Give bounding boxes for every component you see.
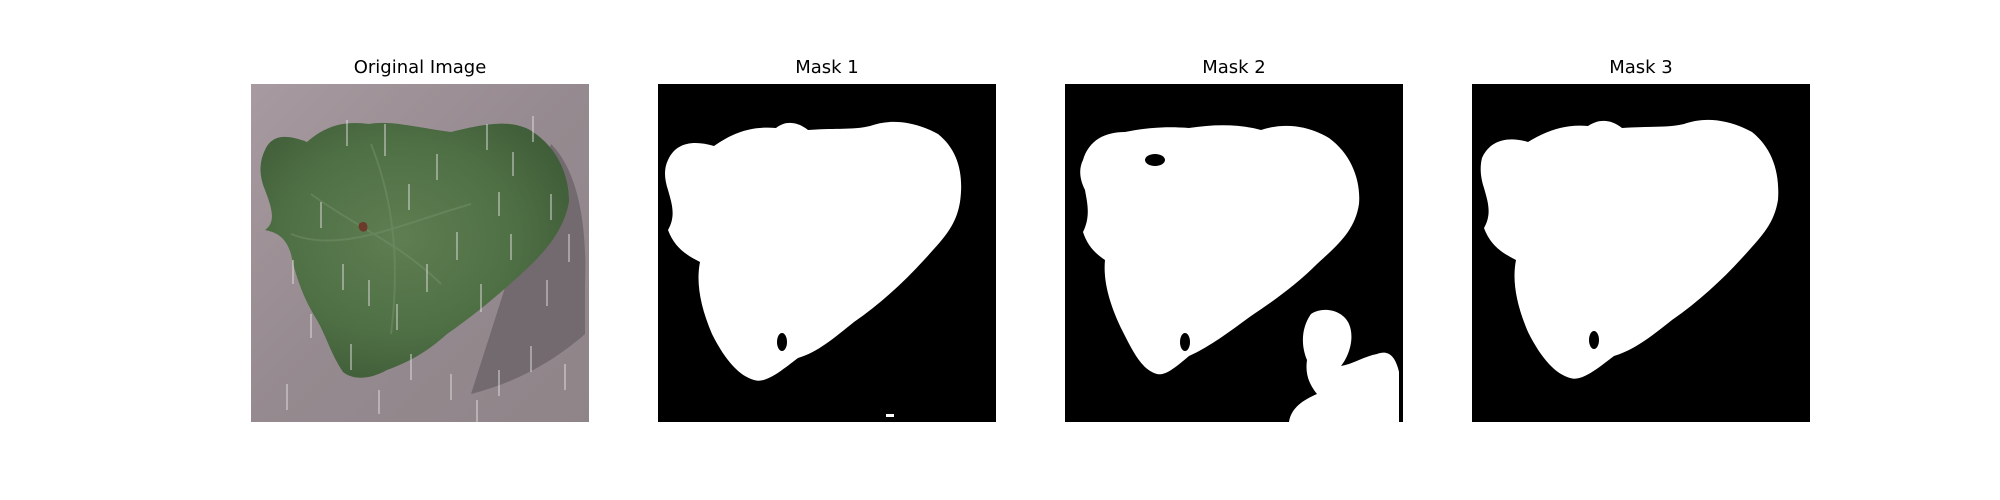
panel-title: Mask 3 [1609, 57, 1673, 78]
original-leaf-photo [251, 84, 589, 422]
panel-title: Mask 2 [1202, 57, 1266, 78]
mask-image [658, 84, 996, 422]
mask-image [1065, 84, 1403, 422]
panel-title: Original Image [353, 57, 487, 78]
mask-image [1472, 84, 1810, 422]
panel-title: Mask 1 [795, 57, 859, 78]
